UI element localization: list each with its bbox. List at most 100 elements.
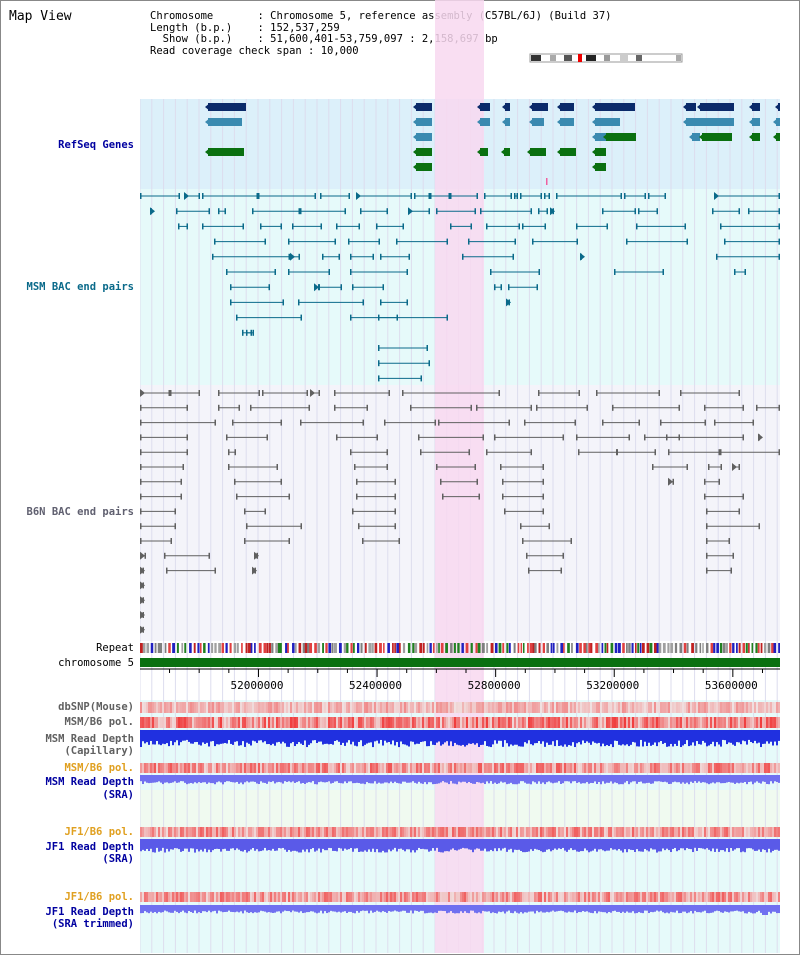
heat-cell [222,892,224,902]
heat-cell [732,717,734,728]
depth-bar [688,905,690,913]
depth-bar [544,839,546,852]
depth-bar [236,839,238,849]
repeat-element [490,643,494,653]
chromosome-ideogram[interactable] [528,52,686,64]
depth-bar [224,730,226,744]
depth-bar [470,905,472,911]
heat-cell [232,827,234,837]
chromosome-bar[interactable] [140,658,780,667]
track-label-msm-bac[interactable]: MSM BAC end pairs [26,281,134,293]
depth-bar [514,905,516,912]
track-label-refseq[interactable]: RefSeq Genes [58,139,134,151]
depth-bar [610,775,612,782]
depth-bar [604,839,606,852]
heat-cell [286,892,288,902]
heat-cell [496,827,498,837]
depth-bar [540,775,542,784]
repeat-track[interactable] [140,643,780,653]
depth-bar [490,730,492,748]
msm-bac-pair-end [348,193,350,199]
depth-bar [352,905,354,913]
heat-cell [554,827,556,837]
depth-bar [464,730,466,747]
depth-bar [444,730,446,743]
track-label-dbsnp[interactable]: dbSNP(Mouse) [58,701,134,713]
gene-strand-arrow [592,148,597,156]
depth-bar [510,775,512,783]
depth-bar [582,839,584,852]
heat-cell [178,702,180,713]
heat-cell [654,702,656,713]
depth-bar [520,839,522,851]
heat-cell [668,763,670,773]
depth-bar [346,730,348,743]
msm-b6-pol-track-2[interactable] [140,763,780,773]
track-label-msm-depth-sra-1[interactable]: MSM Read Depth [45,776,134,788]
depth-bar [366,775,368,783]
msm-depth-sra-track[interactable] [140,775,780,793]
depth-bar [754,775,756,783]
msm-depth-capillary-track[interactable] [140,730,780,754]
dbsnp-track[interactable] [140,702,780,713]
heat-cell [144,827,146,837]
track-label-jf1-depth-sra-1[interactable]: JF1 Read Depth [45,841,134,853]
heat-cell [630,763,632,773]
jf1-b6-pol-track-2[interactable] [140,892,780,902]
heat-cell [744,717,746,728]
depth-bar [176,775,178,783]
heat-cell [692,763,694,773]
track-label-repeat[interactable]: Repeat [96,642,134,654]
heat-cell [370,892,372,902]
repeat-element [722,643,726,653]
heat-cell [400,763,402,773]
depth-bar [182,905,184,911]
depth-bar [616,839,618,851]
heat-cell [664,702,666,713]
depth-bar [358,839,360,852]
heat-cell [286,702,288,713]
heat-cell [698,717,700,728]
msm-bac-track[interactable] [140,189,780,385]
heat-cell [204,702,206,713]
b6n-bac-pair-end [418,434,420,441]
track-label-jf1-b6-pol-2[interactable]: JF1/B6 pol. [64,891,134,903]
track-label-msm-b6-pol-2[interactable]: MSM/B6 pol. [64,762,134,774]
jf1-depth-sra-track[interactable] [140,839,780,861]
depth-bar [458,775,460,782]
depth-bar [654,775,656,782]
refseq-genes-track[interactable] [140,99,780,189]
msm-b6-pol-track-1[interactable] [140,717,780,728]
depth-bar [196,905,198,914]
depth-bar [330,839,332,849]
heat-cell [490,702,492,713]
depth-bar [264,839,266,848]
heat-cell [776,702,778,713]
depth-bar [320,730,322,742]
track-label-jf1-b6-pol-1[interactable]: JF1/B6 pol. [64,826,134,838]
heat-cell [622,717,624,728]
track-label-b6n-bac[interactable]: B6N BAC end pairs [26,506,134,518]
b6n-bac-track[interactable] [140,385,780,641]
jf1-b6-pol-track-1[interactable] [140,827,780,837]
track-label-chromosome[interactable]: chromosome 5 [58,657,134,669]
depth-bar [140,905,142,914]
heat-cell [404,892,406,902]
msm-bac-pair-end [510,193,512,199]
track-label-msm-depth-cap-1[interactable]: MSM Read Depth [45,733,134,745]
heat-cell [440,827,442,837]
depth-bar [268,775,270,782]
heat-cell [284,827,286,837]
track-label-jf1-depth-trim-1[interactable]: JF1 Read Depth [45,906,134,918]
depth-bar [226,905,228,912]
heat-cell [274,717,276,728]
heat-cell [280,702,282,713]
heat-cell [464,827,466,837]
heat-cell [728,827,730,837]
jf1-depth-trim-track[interactable] [140,905,780,929]
heat-cell [390,892,392,902]
heat-cell [392,827,394,837]
heat-cell [614,702,616,713]
repeat-element [314,643,317,653]
track-label-msm-b6-pol-1[interactable]: MSM/B6 pol. [64,716,134,728]
